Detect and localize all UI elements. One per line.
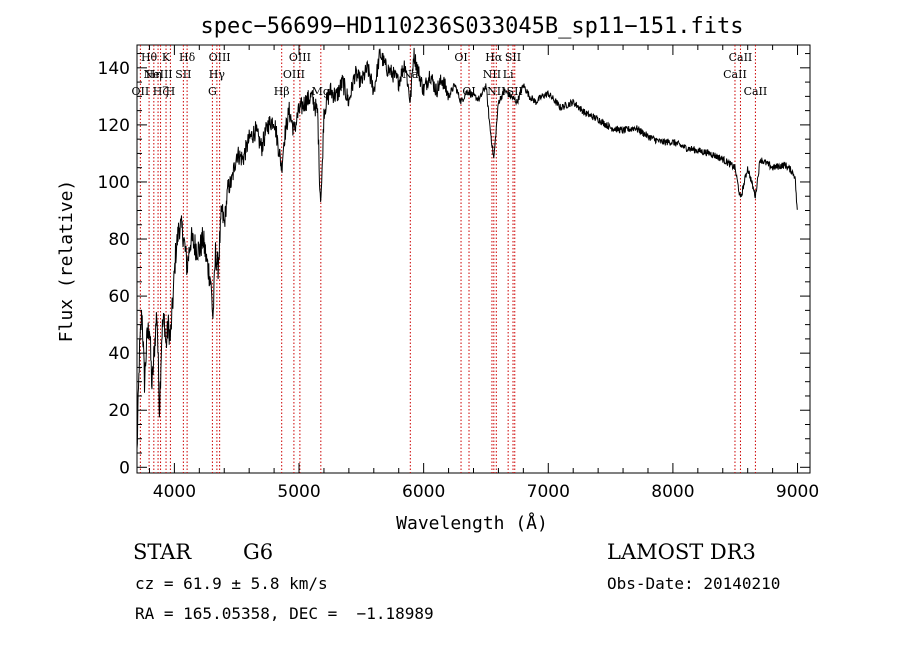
line-marker-label: CaII xyxy=(729,51,753,64)
x-axis-ticks: 4000 5000 6000 7000 8000 9000 xyxy=(148,45,819,502)
y-tick-label: 120 xyxy=(98,116,130,136)
line-marker-label: OIII xyxy=(209,51,231,64)
line-marker-label: NII xyxy=(483,68,501,81)
line-marker-label: OII xyxy=(132,85,150,98)
plot-frame xyxy=(136,44,811,474)
line-marker-label: NII xyxy=(487,85,505,98)
y-tick-label: 60 xyxy=(108,287,130,307)
object-subclass: G6 xyxy=(243,540,274,564)
line-marker-label: H xyxy=(166,85,176,98)
line-marker-label: OIII xyxy=(283,68,305,81)
object-class: STAR xyxy=(133,540,192,564)
y-tick-label: 140 xyxy=(98,59,130,79)
line-marker-label: G xyxy=(208,85,217,98)
coordinates: RA = 165.05358, DEC = −1.18989 xyxy=(135,604,434,623)
line-marker-label: CaII xyxy=(744,85,768,98)
y-tick-label: 80 xyxy=(108,230,130,250)
line-marker-label: Hα xyxy=(485,51,503,64)
line-marker-label: K xyxy=(162,51,171,64)
y-tick-label: 100 xyxy=(98,173,130,193)
x-tick-label: 7000 xyxy=(527,482,570,502)
y-tick-label: 40 xyxy=(108,344,130,364)
line-marker-label: Hζ xyxy=(153,85,169,98)
line-marker-label: Hη xyxy=(146,68,162,81)
line-marker-label: NeIII xyxy=(143,68,172,81)
line-marker-label: CaII xyxy=(723,68,747,81)
line-marker-label: Hθ xyxy=(141,51,158,64)
chart-title: spec−56699−HD110236S033045B_sp11−151.fit… xyxy=(200,14,743,39)
line-marker-label: SII xyxy=(507,85,523,98)
survey-name: LAMOST DR3 xyxy=(607,540,756,564)
x-tick-label: 6000 xyxy=(402,482,445,502)
y-axis-ticks: 0 20 40 60 80 100 120 140 xyxy=(98,53,810,478)
line-marker-label: SII xyxy=(175,68,191,81)
line-marker-label: OIII xyxy=(289,51,311,64)
obs-date: Obs-Date: 20140210 xyxy=(607,574,781,593)
line-marker-label: Hβ xyxy=(274,85,290,98)
x-tick-label: 4000 xyxy=(153,482,196,502)
redshift-cz: cz = 61.9 ± 5.8 km/s xyxy=(135,574,328,593)
line-marker-label: Hδ xyxy=(179,51,196,64)
x-tick-label: 8000 xyxy=(651,482,694,502)
line-marker-label: Mg xyxy=(312,85,330,98)
x-axis-label: Wavelength (Å) xyxy=(396,512,548,534)
x-tick-label: 9000 xyxy=(776,482,819,502)
x-tick-label: 5000 xyxy=(277,482,320,502)
line-marker-label: OI xyxy=(454,51,467,64)
line-marker-label: SII xyxy=(505,51,521,64)
y-axis-label: Flux (relative) xyxy=(56,180,77,343)
line-markers xyxy=(139,45,756,473)
spectrum-line xyxy=(136,47,798,449)
line-marker-label: Hγ xyxy=(209,68,226,81)
y-tick-label: 0 xyxy=(119,458,130,478)
y-tick-label: 20 xyxy=(108,401,130,421)
line-marker-label: Li xyxy=(503,68,514,81)
